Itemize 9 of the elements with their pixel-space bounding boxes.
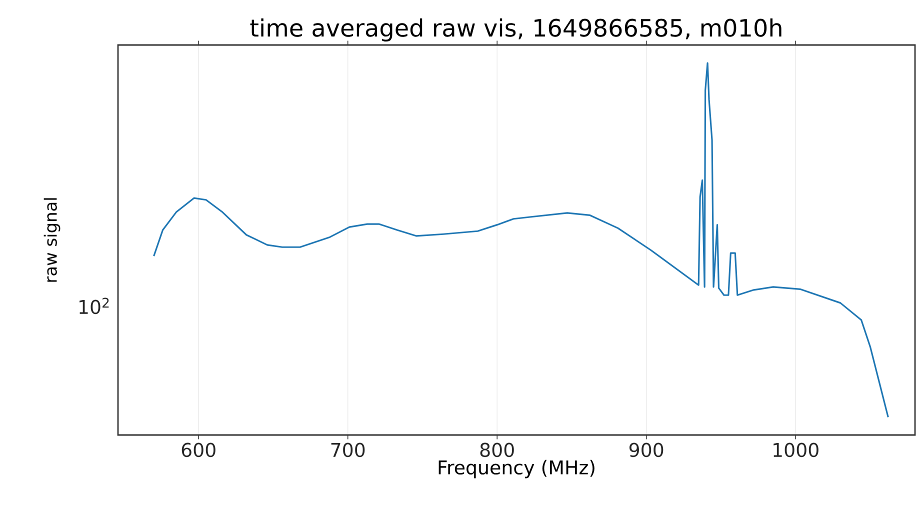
y-axis-title: raw signal	[44, 198, 60, 282]
x-tick-label: 1000	[774, 442, 818, 458]
x-tick-label: 700	[331, 442, 365, 458]
x-tick-label: 800	[480, 442, 514, 458]
x-axis-title: Frequency (MHz)	[438, 460, 594, 478]
x-tick-label: 600	[182, 442, 216, 458]
chart-title: time averaged raw vis, 1649866585, m010h	[250, 18, 782, 42]
x-tick-label: 900	[629, 442, 664, 458]
text: 10$^{2}$	[80, 298, 109, 314]
